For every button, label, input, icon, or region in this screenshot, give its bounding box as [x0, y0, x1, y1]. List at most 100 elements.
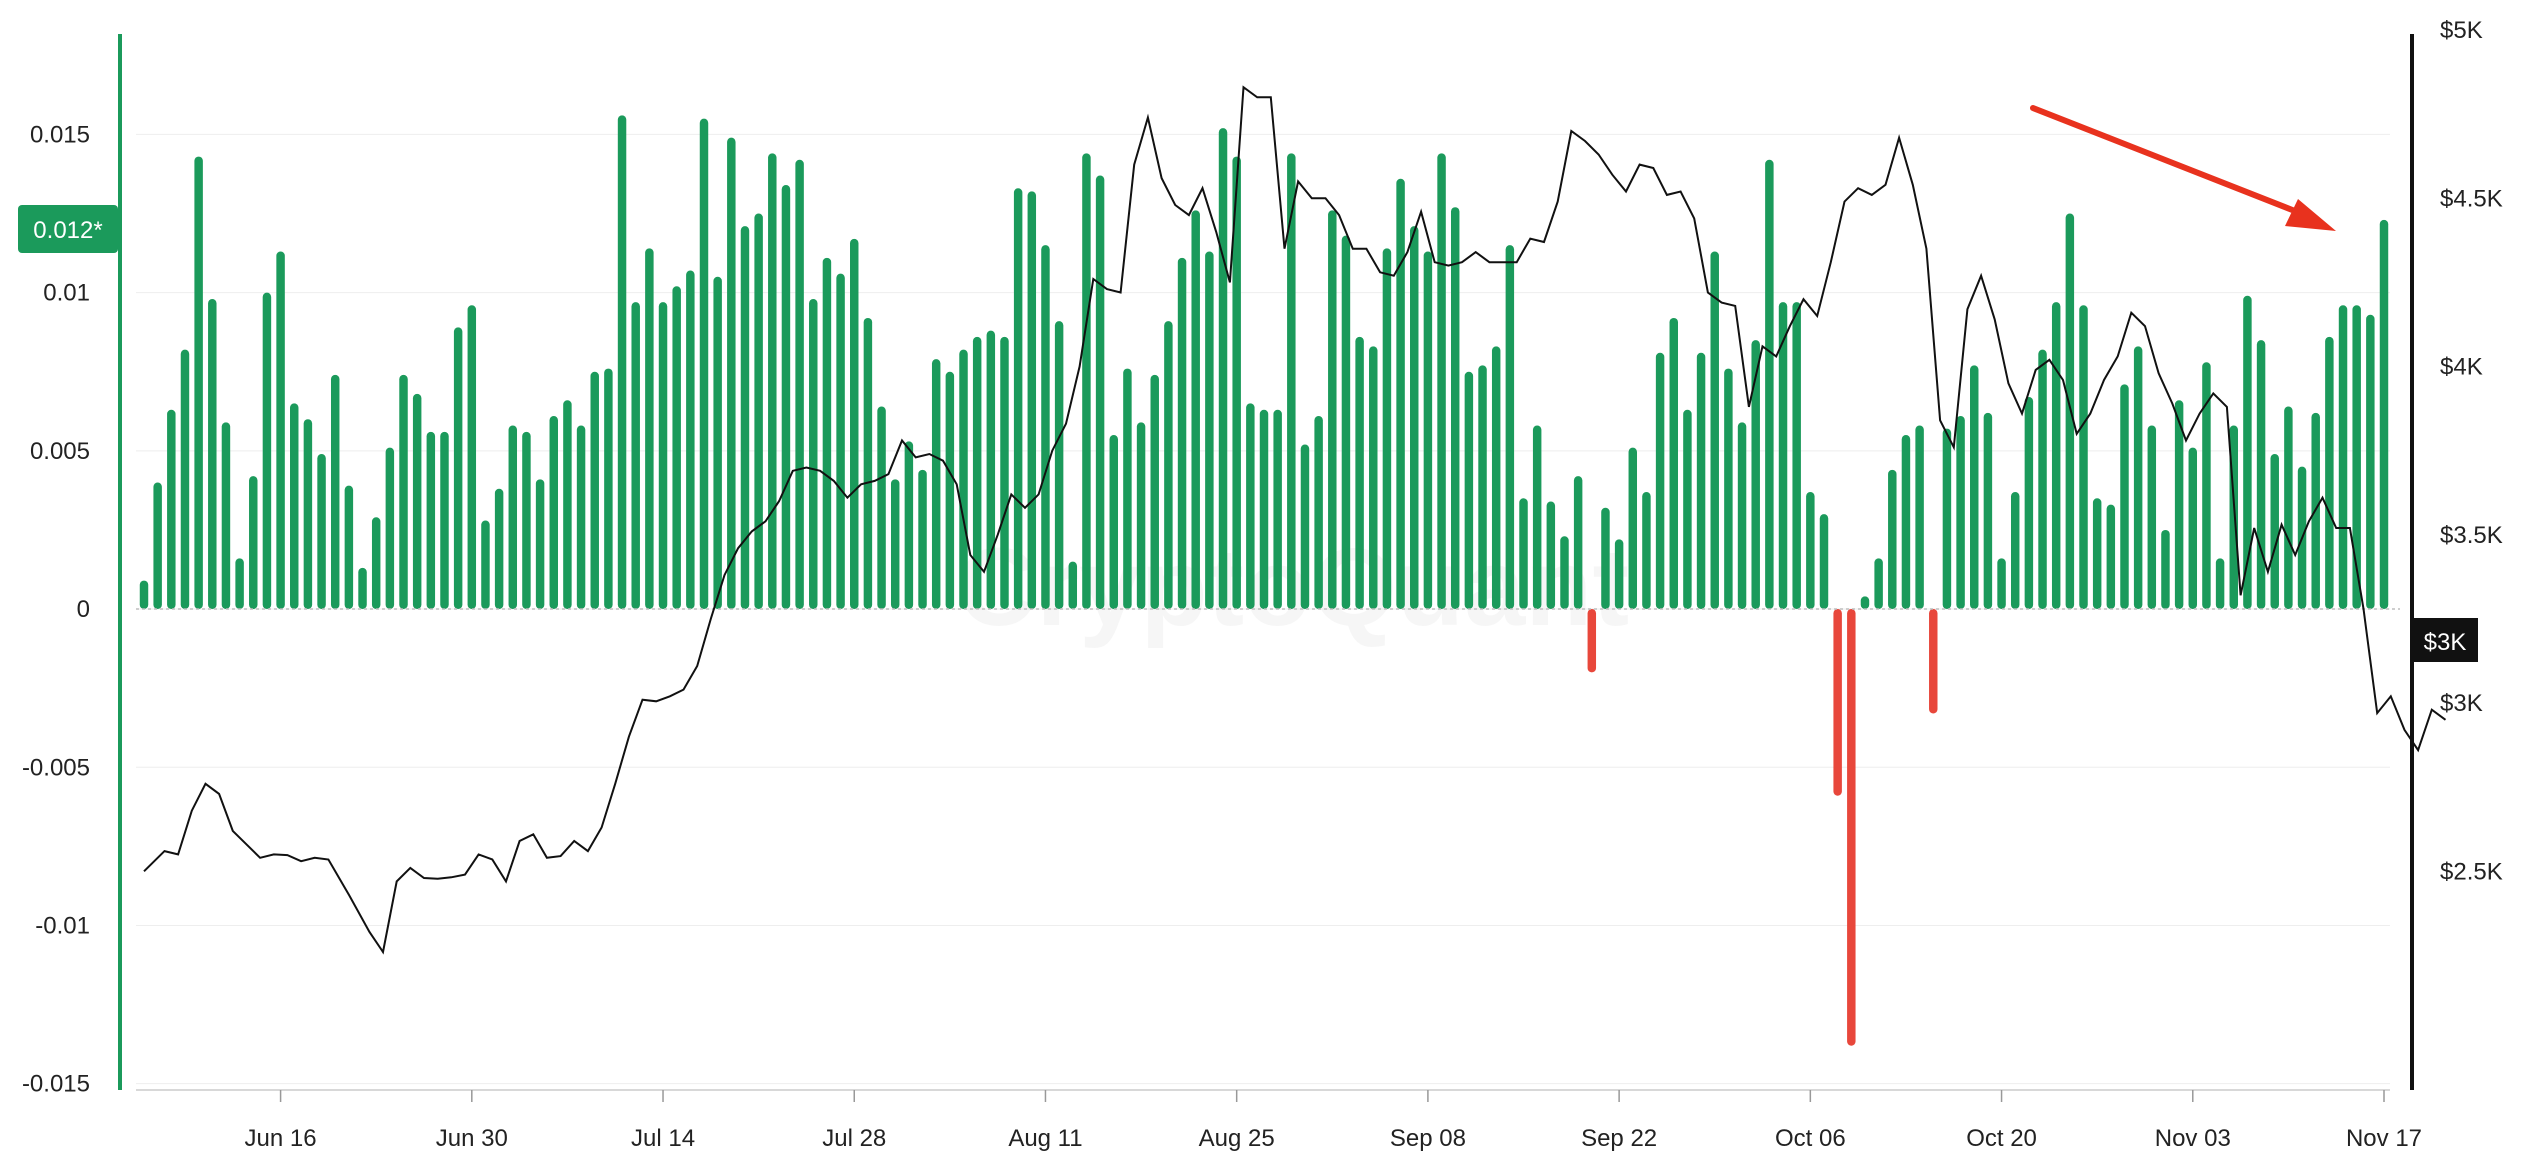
bar-positive	[1874, 558, 1883, 610]
bar-positive	[1983, 412, 1993, 610]
bar-positive	[836, 273, 845, 610]
bar-positive	[1205, 251, 1214, 610]
bar-positive	[481, 520, 490, 610]
bar-positive	[1819, 514, 1829, 610]
bar-positive	[1041, 245, 1050, 610]
bar-positive	[2243, 295, 2252, 610]
bar-positive	[1355, 336, 1364, 610]
bar-positive	[672, 286, 681, 610]
bar-positive	[1464, 371, 1474, 610]
bar-positive	[959, 349, 968, 610]
bar-positive	[2065, 213, 2075, 610]
bar-negative	[1847, 609, 1856, 1046]
left-tick-label: -0.005	[22, 754, 90, 781]
bar-positive	[1806, 491, 1815, 610]
bar-positive	[1792, 302, 1801, 610]
bar-positive	[1000, 336, 1009, 610]
left-tick-label: 0	[77, 596, 90, 623]
bar-positive	[1997, 558, 2006, 610]
bar-positive	[1287, 153, 1296, 610]
bar-positive	[344, 485, 354, 610]
bar-positive	[1068, 561, 1078, 610]
bar-negative	[1833, 609, 1842, 796]
bar-positive	[1164, 321, 1173, 610]
bar-positive	[399, 374, 408, 610]
bar-positive	[1724, 368, 1733, 610]
x-tick-label: Aug 25	[1199, 1125, 1275, 1152]
bar-positive	[590, 371, 599, 610]
bar-positive	[754, 213, 763, 610]
left-axis-ticks: 0.015 0.01 0.005 0 -0.005 -0.01 -0.015	[22, 121, 90, 1097]
bar-positive	[1437, 153, 1446, 610]
bar-positive	[1751, 340, 1760, 610]
bar-positive	[1382, 248, 1392, 610]
bar-positive	[317, 454, 326, 610]
bar-positive	[249, 476, 258, 610]
bar-positive	[290, 403, 299, 610]
bar-positive	[180, 349, 190, 610]
bar-positive	[645, 248, 654, 610]
bar-positive	[850, 238, 859, 610]
x-tick-label: Sep 22	[1581, 1125, 1657, 1152]
bar-positive	[2051, 302, 2061, 610]
bar-positive	[440, 431, 449, 610]
bar-positive	[1232, 156, 1241, 610]
x-tick-label: Jun 16	[245, 1125, 317, 1152]
bar-positive	[2202, 362, 2211, 610]
left-tick-label: -0.01	[35, 912, 90, 939]
bar-positive	[699, 118, 709, 610]
bar-positive	[385, 447, 395, 610]
bar-positive	[713, 276, 722, 610]
bar-positive	[809, 298, 818, 610]
bar-positive	[781, 185, 791, 610]
left-tick-label: 0.01	[43, 280, 90, 307]
bar-positive	[1628, 447, 1638, 610]
bar-positive	[2215, 558, 2225, 610]
bar-positive	[330, 374, 340, 610]
bar-positive	[1601, 507, 1610, 610]
bar-positive	[1396, 178, 1405, 610]
bar-negative	[1587, 609, 1597, 673]
x-axis-ticks: Jun 16 Jun 30 Jul 14 Jul 28 Aug 11 Aug 25 Sep …	[245, 1090, 2422, 1152]
bar-positive	[1273, 409, 1282, 610]
bar-positive	[2133, 346, 2143, 610]
bar-positive	[863, 317, 873, 610]
bar-positive	[2024, 397, 2034, 610]
bar-positive	[1737, 422, 1747, 610]
bar-positive	[1246, 403, 1255, 610]
bar-positive	[1669, 317, 1678, 610]
bar-positive	[1532, 425, 1542, 610]
bar-positive	[918, 469, 927, 610]
bar-positive	[235, 558, 244, 610]
bar-positive	[2038, 349, 2047, 610]
bar-positive	[1642, 491, 1651, 610]
right-tick-label: $3K	[2440, 690, 2483, 717]
bar-series	[139, 115, 2389, 1046]
bar-positive	[1177, 257, 1187, 610]
bar-positive	[453, 327, 463, 610]
bar-positive	[1191, 210, 1200, 610]
bar-positive	[2338, 305, 2348, 610]
bar-positive	[1614, 539, 1624, 610]
x-tick-label: Jun 30	[436, 1125, 508, 1152]
price-line	[143, 85, 2447, 955]
bar-positive	[986, 330, 996, 610]
bar-positive	[1683, 409, 1692, 610]
right-tick-label: $4K	[2440, 354, 2483, 381]
bar-positive	[508, 425, 518, 610]
bar-positive	[1054, 321, 1064, 610]
bar-positive	[494, 488, 504, 610]
bar-positive	[631, 302, 640, 610]
bar-positive	[2379, 219, 2389, 610]
bar-positive	[2161, 529, 2170, 610]
bar-positive	[1519, 498, 1528, 610]
bar-positive	[1546, 501, 1556, 610]
bar-positive	[2174, 400, 2184, 610]
bar-positive	[1136, 422, 1146, 610]
bar-positive	[604, 368, 613, 610]
bar-positive	[2120, 384, 2129, 610]
bar-positive	[1505, 245, 1515, 610]
bar-positive	[1860, 596, 1870, 610]
